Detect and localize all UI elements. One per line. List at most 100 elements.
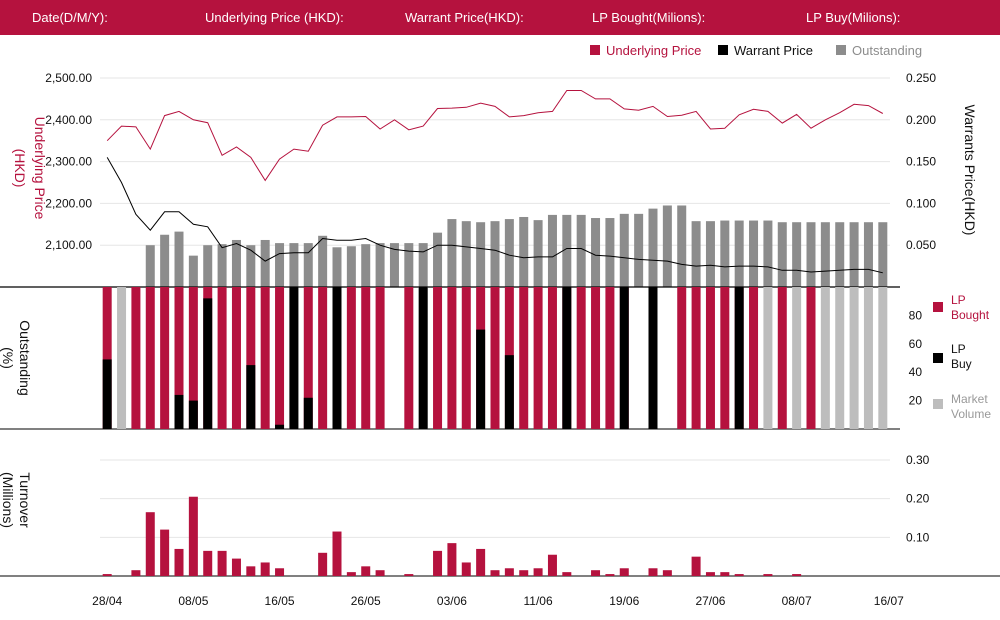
turnover-bar xyxy=(217,550,227,576)
turnover-bar xyxy=(275,568,285,576)
outstanding-bar xyxy=(303,243,313,287)
outstanding-bar xyxy=(835,222,845,287)
outstanding-bar xyxy=(246,245,256,287)
outstanding-bar xyxy=(289,243,299,287)
x-tick-label: 16/07 xyxy=(874,594,904,608)
turnover-bar xyxy=(519,570,529,576)
x-tick-label: 11/06 xyxy=(524,594,553,608)
outstanding-bar xyxy=(792,222,802,287)
lp-bought-bar xyxy=(318,287,328,429)
top-right-tick-label: 0.200 xyxy=(906,113,936,127)
legend-lp-buy-label-2: Buy xyxy=(951,357,972,371)
outstanding-bar xyxy=(662,205,672,287)
outstanding-bar xyxy=(519,216,529,287)
top-left-axis-unit: (HKD) xyxy=(12,149,28,188)
turnover-bar xyxy=(318,552,328,576)
header-lp-buy-label: LP Buy(Milions): xyxy=(806,10,901,25)
mid-axis-title: Outstanding xyxy=(17,320,33,396)
top-right-tick-label: 0.150 xyxy=(906,155,936,169)
x-tick-label: 16/05 xyxy=(265,594,295,608)
turnover-bar xyxy=(648,568,658,576)
lp-bought-bar xyxy=(160,287,170,429)
outstanding-bar xyxy=(461,221,471,287)
lp-bought-bar xyxy=(677,287,687,429)
turnover-bar xyxy=(404,574,414,576)
turnover-bar xyxy=(461,562,471,576)
mid-tick-label: 80 xyxy=(909,308,923,322)
turnover-bar xyxy=(490,570,500,576)
lp-bought-bar xyxy=(490,287,500,429)
turnover-bar xyxy=(792,574,802,576)
lp-bought-bar xyxy=(174,287,184,429)
turnover-bar xyxy=(231,558,241,576)
market-volume-bar xyxy=(835,287,845,429)
lp-bought-bar xyxy=(303,287,313,429)
turnover-bar xyxy=(691,556,701,576)
bottom-tick-label: 0.10 xyxy=(906,530,930,544)
turnover-bar xyxy=(504,568,514,576)
outstanding-bar xyxy=(677,205,687,287)
lp-bought-bar xyxy=(749,287,759,429)
market-volume-bar xyxy=(792,287,802,429)
x-tick-label: 03/06 xyxy=(437,594,467,608)
legend-lp-buy-label-1: LP xyxy=(951,342,966,356)
outstanding-bar xyxy=(476,222,486,287)
header-bar: Date(D/M/Y): Underlying Price (HKD): War… xyxy=(0,0,1000,35)
x-tick-label: 27/06 xyxy=(695,594,725,608)
turnover-bar xyxy=(763,574,773,576)
lp-bought-bar xyxy=(806,287,816,429)
lp-bought-bar xyxy=(145,287,155,429)
outstanding-bar xyxy=(777,222,787,287)
lp-bought-bar xyxy=(519,287,529,429)
legend-lp-buy-swatch xyxy=(933,353,943,363)
top-right-tick-label: 0.050 xyxy=(906,238,936,252)
bottom-axis-unit: (Millions) xyxy=(0,472,16,528)
outstanding-bar xyxy=(806,222,816,287)
turnover-bar xyxy=(131,570,141,576)
lp-buy-bar xyxy=(246,365,256,429)
turnover-bar xyxy=(246,566,256,576)
turnover-bar xyxy=(662,570,672,576)
turnover-bar xyxy=(174,548,184,576)
outstanding-bar xyxy=(318,235,328,287)
lp-bought-bar xyxy=(576,287,586,429)
lp-bought-bar xyxy=(533,287,543,429)
outstanding-bar xyxy=(174,231,184,287)
lp-buy-bar xyxy=(504,355,514,429)
market-volume-bar xyxy=(878,287,888,429)
lp-bought-bar xyxy=(275,287,285,429)
turnover-bar xyxy=(260,562,270,576)
outstanding-bar xyxy=(160,234,170,287)
lp-bought-bar xyxy=(605,287,615,429)
turnover-bar xyxy=(102,574,112,576)
mid-tick-label: 20 xyxy=(909,394,923,408)
bottom-tick-label: 0.20 xyxy=(906,492,930,506)
top-left-tick-label: 2,200.00 xyxy=(45,196,92,210)
turnover-bar xyxy=(203,550,213,576)
outstanding-bar xyxy=(275,243,285,287)
lp-bought-bar xyxy=(188,287,198,429)
outstanding-bar xyxy=(231,239,241,287)
outstanding-bar xyxy=(203,245,213,287)
header-lp-bought-label: LP Bought(Milions): xyxy=(592,10,706,25)
bottom-axis-title: Turnover xyxy=(17,472,33,528)
turnover-bar xyxy=(433,550,443,576)
outstanding-bar xyxy=(763,220,773,287)
top-left-tick-label: 2,500.00 xyxy=(45,71,92,85)
lp-buy-bar xyxy=(648,287,658,429)
turnover-bar xyxy=(705,572,715,576)
market-volume-bar xyxy=(849,287,859,429)
lp-bought-bar xyxy=(346,287,356,429)
outstanding-bar xyxy=(648,208,658,287)
legend-outstanding-swatch xyxy=(836,45,846,55)
legend-market-volume-label-1: Market xyxy=(951,392,988,406)
outstanding-bar xyxy=(447,219,457,287)
x-tick-label: 28/04 xyxy=(92,594,122,608)
outstanding-bar xyxy=(188,255,198,287)
legend-underlying-label: Underlying Price xyxy=(606,43,701,58)
lp-bought-bar xyxy=(433,287,443,429)
turnover-bar xyxy=(346,572,356,576)
outstanding-bar xyxy=(217,244,227,287)
turnover-bar xyxy=(591,570,601,576)
